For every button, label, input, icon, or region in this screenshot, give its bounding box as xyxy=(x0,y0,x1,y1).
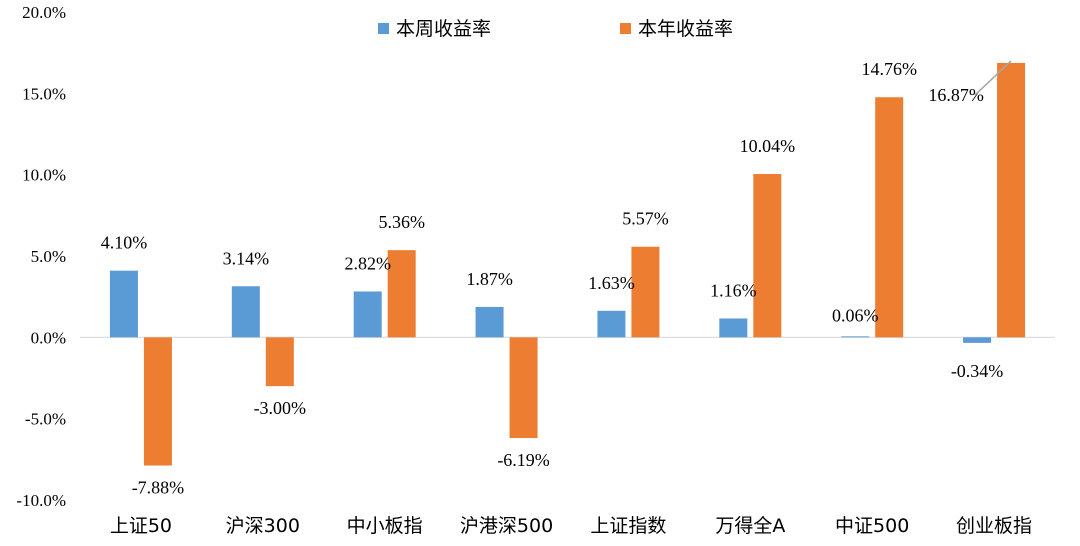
data-label: -7.88% xyxy=(132,478,185,498)
x-category-label: 沪港深500 xyxy=(460,515,553,537)
legend-label: 本年收益率 xyxy=(638,18,733,40)
label-leader-line xyxy=(974,60,1012,96)
bar-yearly xyxy=(387,250,416,338)
y-axis: 20.0% 15.0% 10.0% 5.0% 0.0% -5.0% -10.0% xyxy=(16,3,66,510)
bar-weekly xyxy=(597,310,626,338)
bar-weekly xyxy=(841,336,870,338)
legend-label: 本周收益率 xyxy=(396,18,491,40)
data-label: 0.06% xyxy=(832,305,879,325)
y-tick-label: 15.0% xyxy=(22,84,66,103)
data-label: 10.04% xyxy=(740,136,796,156)
bars xyxy=(109,62,1026,466)
bar-yearly xyxy=(265,337,294,387)
data-label: 2.82% xyxy=(344,253,391,273)
x-category-label: 上证50 xyxy=(110,515,172,537)
y-tick-label: 0.0% xyxy=(31,328,66,347)
bar-weekly xyxy=(963,337,992,343)
x-category-label: 上证指数 xyxy=(590,515,666,537)
y-tick-label: 10.0% xyxy=(22,166,66,185)
data-label: 14.76% xyxy=(861,59,917,79)
bar-weekly xyxy=(353,291,382,338)
data-label: -3.00% xyxy=(254,398,307,418)
x-category-label: 沪深300 xyxy=(226,515,300,537)
legend: 本周收益率 本年收益率 xyxy=(378,18,733,40)
bar-yearly xyxy=(997,62,1026,338)
bar-weekly xyxy=(475,306,504,338)
x-category-label: 创业板指 xyxy=(956,515,1032,537)
y-tick-label: 20.0% xyxy=(22,3,66,22)
bar-yearly xyxy=(753,174,782,338)
data-label: 5.57% xyxy=(622,209,669,229)
y-tick-label: 5.0% xyxy=(31,247,66,266)
legend-swatch xyxy=(378,23,389,34)
data-label: 5.36% xyxy=(378,212,425,232)
bar-yearly xyxy=(143,337,172,466)
data-label: 1.87% xyxy=(466,269,513,289)
data-label: 1.16% xyxy=(710,280,757,300)
bar-weekly xyxy=(719,318,748,338)
bar-yearly xyxy=(631,246,660,338)
x-category-label: 万得全A xyxy=(715,515,785,537)
data-label: -0.34% xyxy=(951,361,1004,381)
data-label: 3.14% xyxy=(223,248,270,268)
bar-yearly xyxy=(875,97,904,338)
y-tick-label: -5.0% xyxy=(25,410,66,429)
data-label: 1.63% xyxy=(588,273,635,293)
legend-swatch xyxy=(620,23,631,34)
bar-yearly xyxy=(509,337,538,439)
data-label: 16.87% xyxy=(928,85,984,105)
bar-weekly xyxy=(231,286,260,338)
data-label: 4.10% xyxy=(101,233,148,253)
x-category-label: 中证500 xyxy=(835,515,909,537)
x-category-label: 中小板指 xyxy=(347,515,423,537)
data-labels: 4.10% -7.88% 3.14% -3.00% 2.82% 5.36% 1.87% -6.… xyxy=(101,59,1012,498)
data-label: -6.19% xyxy=(497,450,550,470)
x-axis: 上证50 沪深300 中小板指 沪港深500 上证指数 万得全A 中证500 创业板指 xyxy=(110,515,1032,537)
bar-weekly xyxy=(109,270,138,338)
y-tick-label: -10.0% xyxy=(16,491,66,510)
